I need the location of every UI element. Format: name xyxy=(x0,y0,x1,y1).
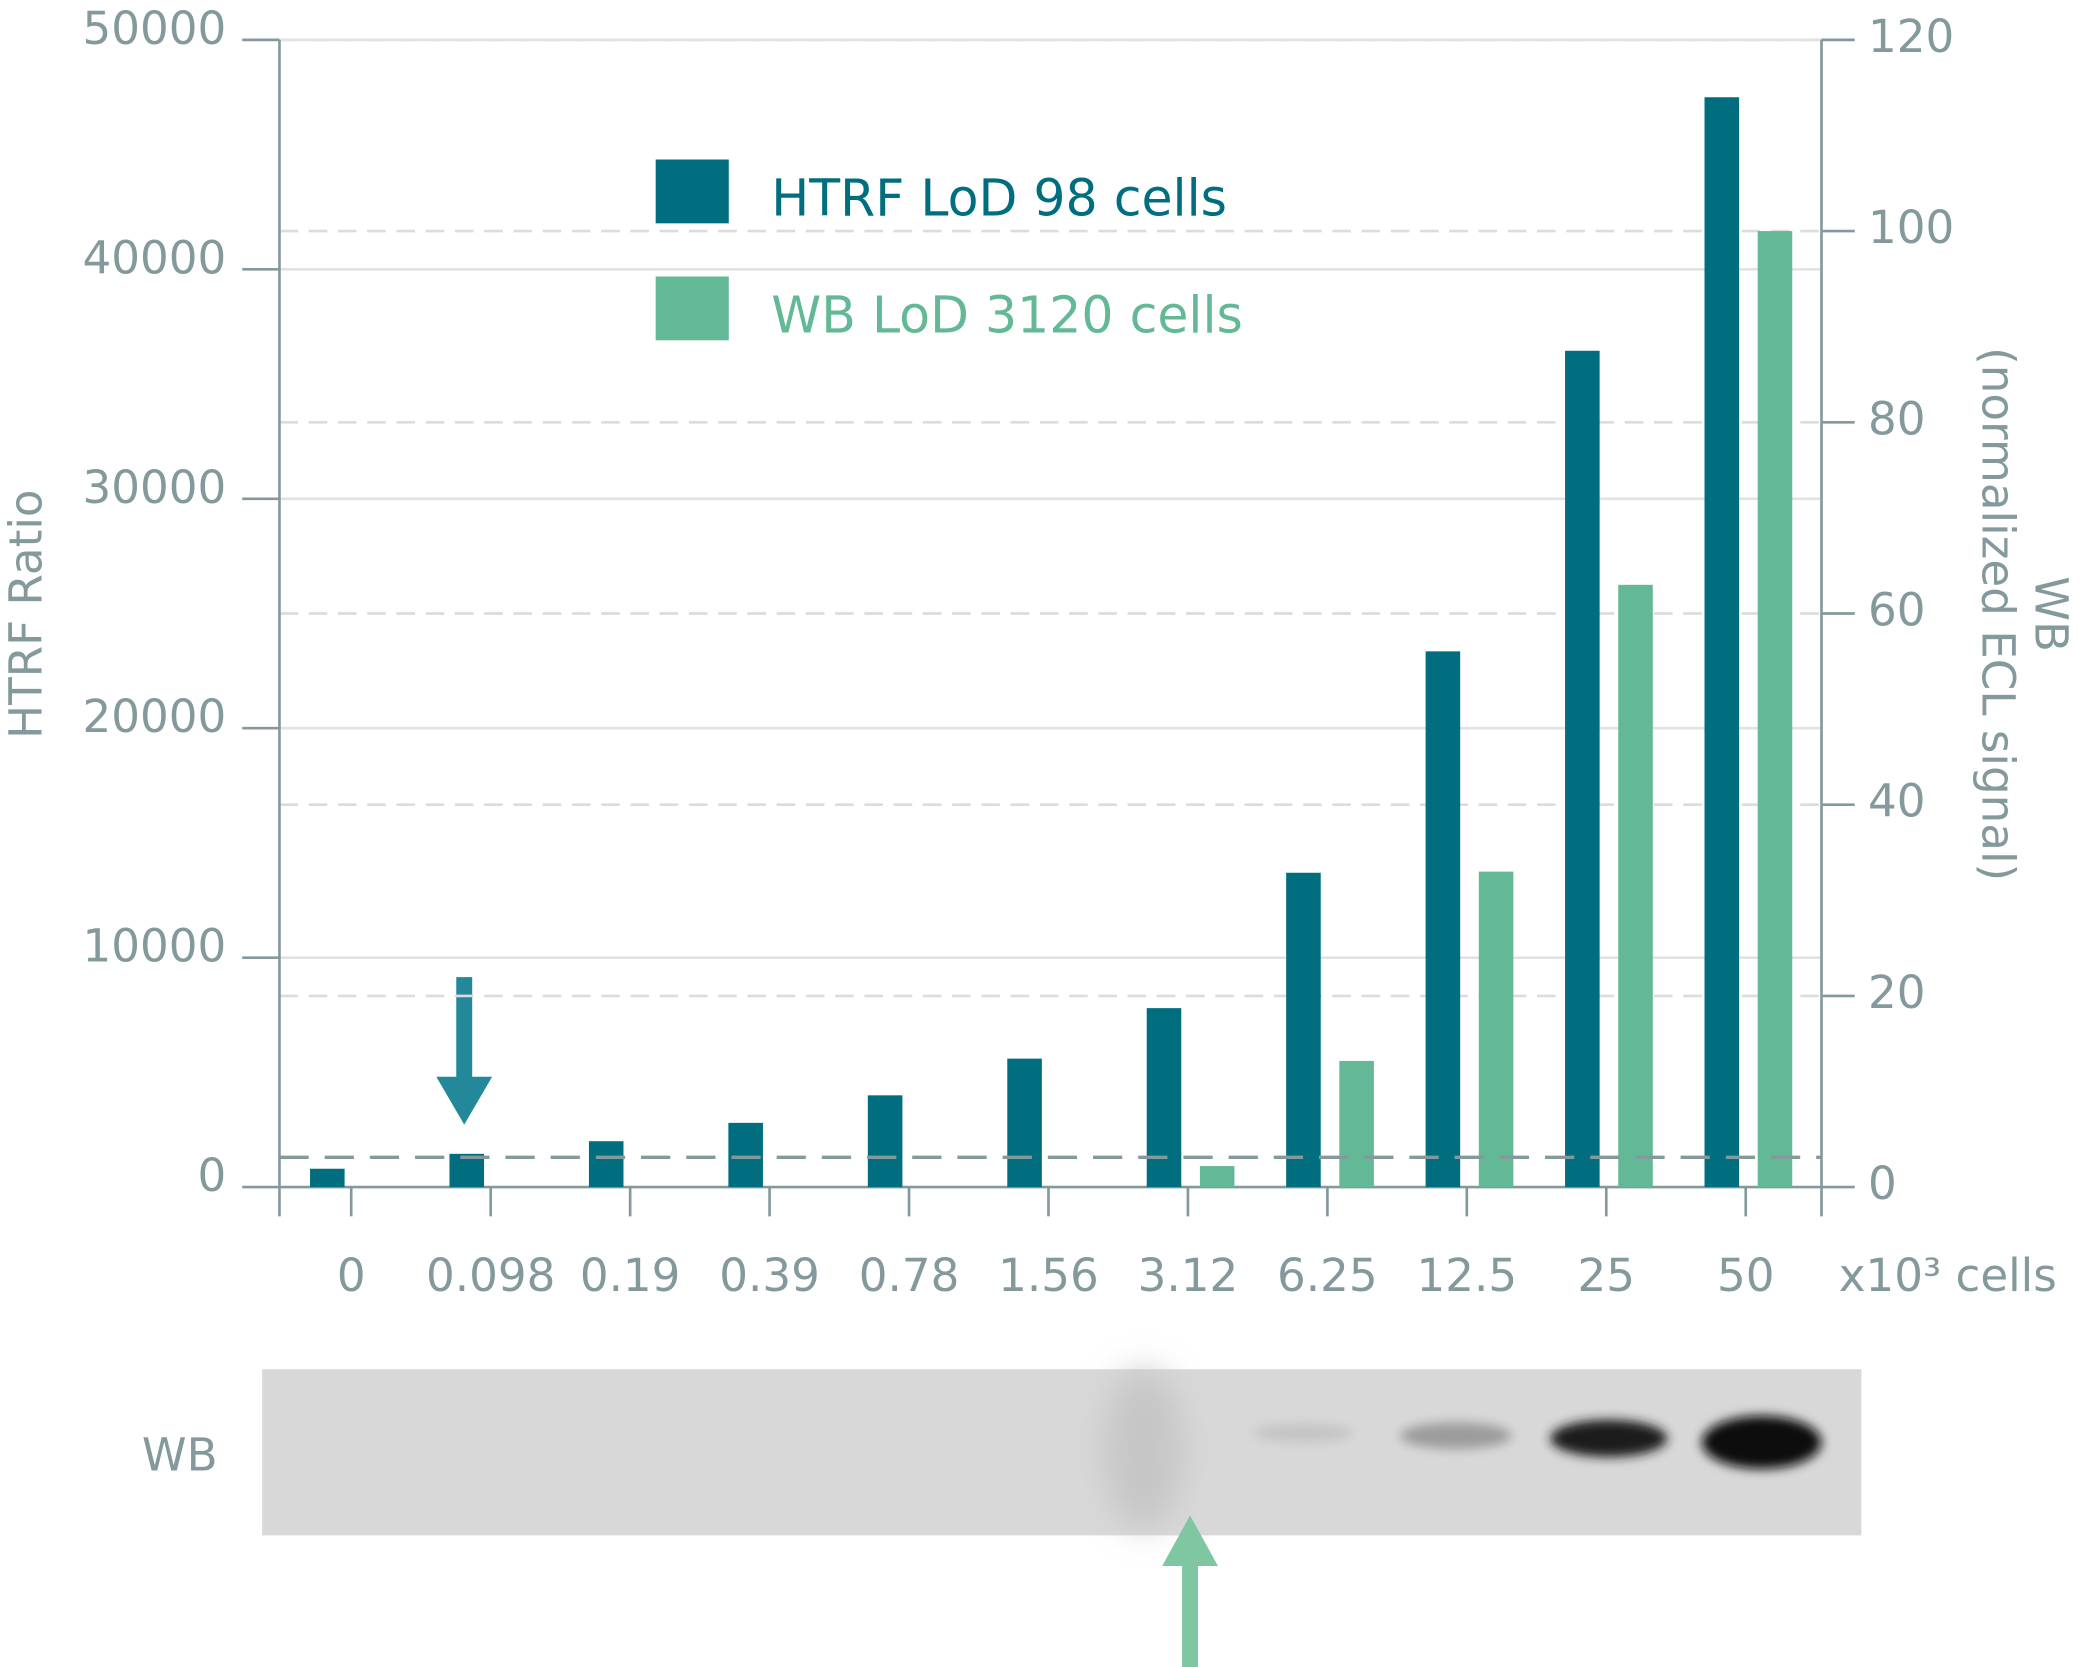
y-axis-label: HTRF Ratio xyxy=(0,489,53,738)
western-blot xyxy=(262,1369,1862,1536)
y2-tick-label: 60 xyxy=(1868,583,1926,636)
x-tick-label: 0.78 xyxy=(859,1249,960,1302)
y2-axis-label: WB xyxy=(2024,576,2077,652)
blot-band xyxy=(1550,1419,1668,1457)
x-tick-label: 12.5 xyxy=(1417,1249,1518,1302)
bar xyxy=(1146,1008,1182,1188)
y2-tick-label: 80 xyxy=(1868,392,1926,445)
bar xyxy=(1704,97,1740,1188)
y2-tick-label: 20 xyxy=(1868,966,1926,1019)
y-tick-label: 0 xyxy=(198,1149,227,1202)
y2-tick-label: 0 xyxy=(1868,1157,1897,1210)
y-tick-label: 50000 xyxy=(83,2,227,55)
x-tick-label: 0.098 xyxy=(426,1249,555,1302)
blot-smear xyxy=(1103,1369,1184,1529)
x-tick-label: 0.39 xyxy=(719,1249,820,1302)
x-tick-label: 0.19 xyxy=(580,1249,681,1302)
bar xyxy=(449,1153,485,1188)
bar xyxy=(1757,231,1793,1188)
x-axis-label: x10³ cells xyxy=(1839,1249,2057,1302)
wb-lod-arrow xyxy=(1162,1515,1218,1667)
bar xyxy=(1286,872,1321,1188)
blot-band xyxy=(1400,1422,1512,1449)
y2-tick-label: 40 xyxy=(1868,775,1926,828)
y-tick-label: 20000 xyxy=(83,690,227,743)
x-tick-label: 0 xyxy=(337,1249,366,1302)
bar xyxy=(1618,584,1653,1188)
bar xyxy=(588,1141,624,1188)
y2-axis-label: (normalized ECL signal) xyxy=(1971,347,2024,881)
x-tick-label: 3.12 xyxy=(1138,1249,1239,1302)
blot-band xyxy=(1701,1415,1822,1469)
x-tick-label: 1.56 xyxy=(998,1249,1099,1302)
legend-swatch xyxy=(655,276,729,341)
blot-label: WB xyxy=(142,1428,218,1481)
y2-tick-label: 100 xyxy=(1868,201,1954,254)
y-tick-label: 40000 xyxy=(83,231,227,284)
y-tick-label: 10000 xyxy=(83,920,227,973)
bar xyxy=(1339,1060,1374,1188)
blot-band xyxy=(1252,1423,1354,1443)
x-tick-label: 50 xyxy=(1717,1249,1775,1302)
bar xyxy=(728,1122,763,1188)
x-tick-label: 6.25 xyxy=(1277,1249,1378,1302)
bar xyxy=(1565,350,1600,1188)
bar xyxy=(1199,1166,1235,1188)
legend-swatch xyxy=(655,159,729,224)
htrf-lod-arrow xyxy=(436,977,493,1125)
x-tick-label: 25 xyxy=(1578,1249,1636,1302)
bar xyxy=(1478,871,1514,1188)
bar xyxy=(867,1095,903,1188)
bar xyxy=(310,1168,345,1188)
legend-text: HTRF LoD 98 cells xyxy=(771,169,1227,228)
y-tick-label: 30000 xyxy=(83,461,227,514)
bar xyxy=(1425,651,1461,1188)
legend-text: WB LoD 3120 cells xyxy=(771,286,1243,345)
y2-tick-label: 120 xyxy=(1868,10,1954,63)
bar xyxy=(1007,1058,1042,1188)
